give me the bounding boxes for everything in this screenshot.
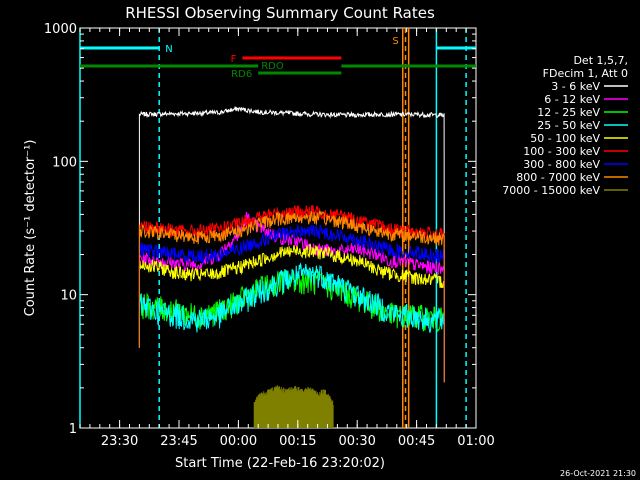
legend-entry-800-7000-kev: 800 - 7000 keV [516,171,628,184]
x-tick-label: 23:45 [160,434,197,449]
legend-label: 50 - 100 keV [530,132,600,145]
flag-label: N [165,44,172,55]
legend-label: 12 - 25 keV [537,106,600,119]
x-tick-label: 01:00 [457,434,494,449]
series-800-7000-kev [138,210,445,383]
y-axis-label: Count Rate (s⁻¹ detector⁻¹) [23,140,38,317]
x-tick-label: 00:15 [279,434,316,449]
legend-label: 3 - 6 keV [551,80,600,93]
vertical-markers [79,28,467,428]
legend-entry-6-12-kev: 6 - 12 keV [544,93,628,106]
x-tick-label: 00:30 [338,434,375,449]
detector-info-line: FDecim 1, Att 0 [543,67,628,80]
timestamp: 26-Oct-2021 21:30 [560,469,636,478]
x-tick-label: 00:00 [220,434,257,449]
flag-label: F [231,54,237,65]
legend-entry-25-50-kev: 25 - 50 keV [537,119,628,132]
flag-label: RD6 [231,69,252,80]
series-line [138,210,445,383]
x-tick-label: 23:30 [101,434,138,449]
axes-layer: 1 10 100 1000 23:30 23:45 00:00 00:15 00:30 00:45… [44,22,495,449]
legend-entry-3-6-kev: 3 - 6 keV [551,80,628,93]
legend-label: 7000 - 15000 keV [502,184,600,197]
flag-s: S [392,36,398,47]
detector-info-line: Det 1,5,7, [573,54,628,67]
flag-f: F [231,54,342,65]
series-50-100-kev [138,244,445,383]
y-tick-label: 10 [60,289,77,304]
legend-label: 6 - 12 keV [544,93,600,106]
x-axis-label: Start Time (22-Feb-16 23:20:02) [175,456,385,471]
chart-title: RHESSI Observing Summary Count Rates [125,4,435,22]
series-25-50-kev [138,262,445,383]
y-tick-label: 1000 [44,22,77,37]
legend-entry-7000-15000-kev: 7000 - 15000 keV [502,184,628,197]
flag-rdo: RDO [80,61,476,72]
legend-label: 300 - 800 keV [523,158,600,171]
x-tick-label: 00:45 [398,434,435,449]
series-3-6-kev [138,105,445,348]
legend-label: 800 - 7000 keV [516,171,600,184]
legend-label: 100 - 300 keV [523,145,600,158]
legend-entry-300-800-kev: 300 - 800 keV [523,158,628,171]
y-tick-label: 100 [52,155,77,170]
series-line [138,262,445,383]
legend-label: 25 - 50 keV [537,119,600,132]
series-7000-15000-kev [253,385,334,428]
legend-entry-12-25-kev: 12 - 25 keV [537,106,628,119]
series-line [138,244,445,383]
flag-bars: N F RDO RD6 S [80,36,476,80]
flag-label: RDO [261,61,284,72]
flag-n: N [80,44,476,55]
series-6-12-kev [138,211,445,383]
flag-label: S [392,36,398,47]
series-line [138,105,445,348]
y-tick-label: 1 [69,422,77,437]
series-layer [138,105,445,428]
series-300-800-kev [138,224,445,383]
series-line [138,224,445,383]
series-line [138,211,445,383]
flag-rd6: RD6 [231,69,342,80]
legend-entry-50-100-kev: 50 - 100 keV [530,132,628,145]
legend-entry-100-300-kev: 100 - 300 keV [523,145,628,158]
